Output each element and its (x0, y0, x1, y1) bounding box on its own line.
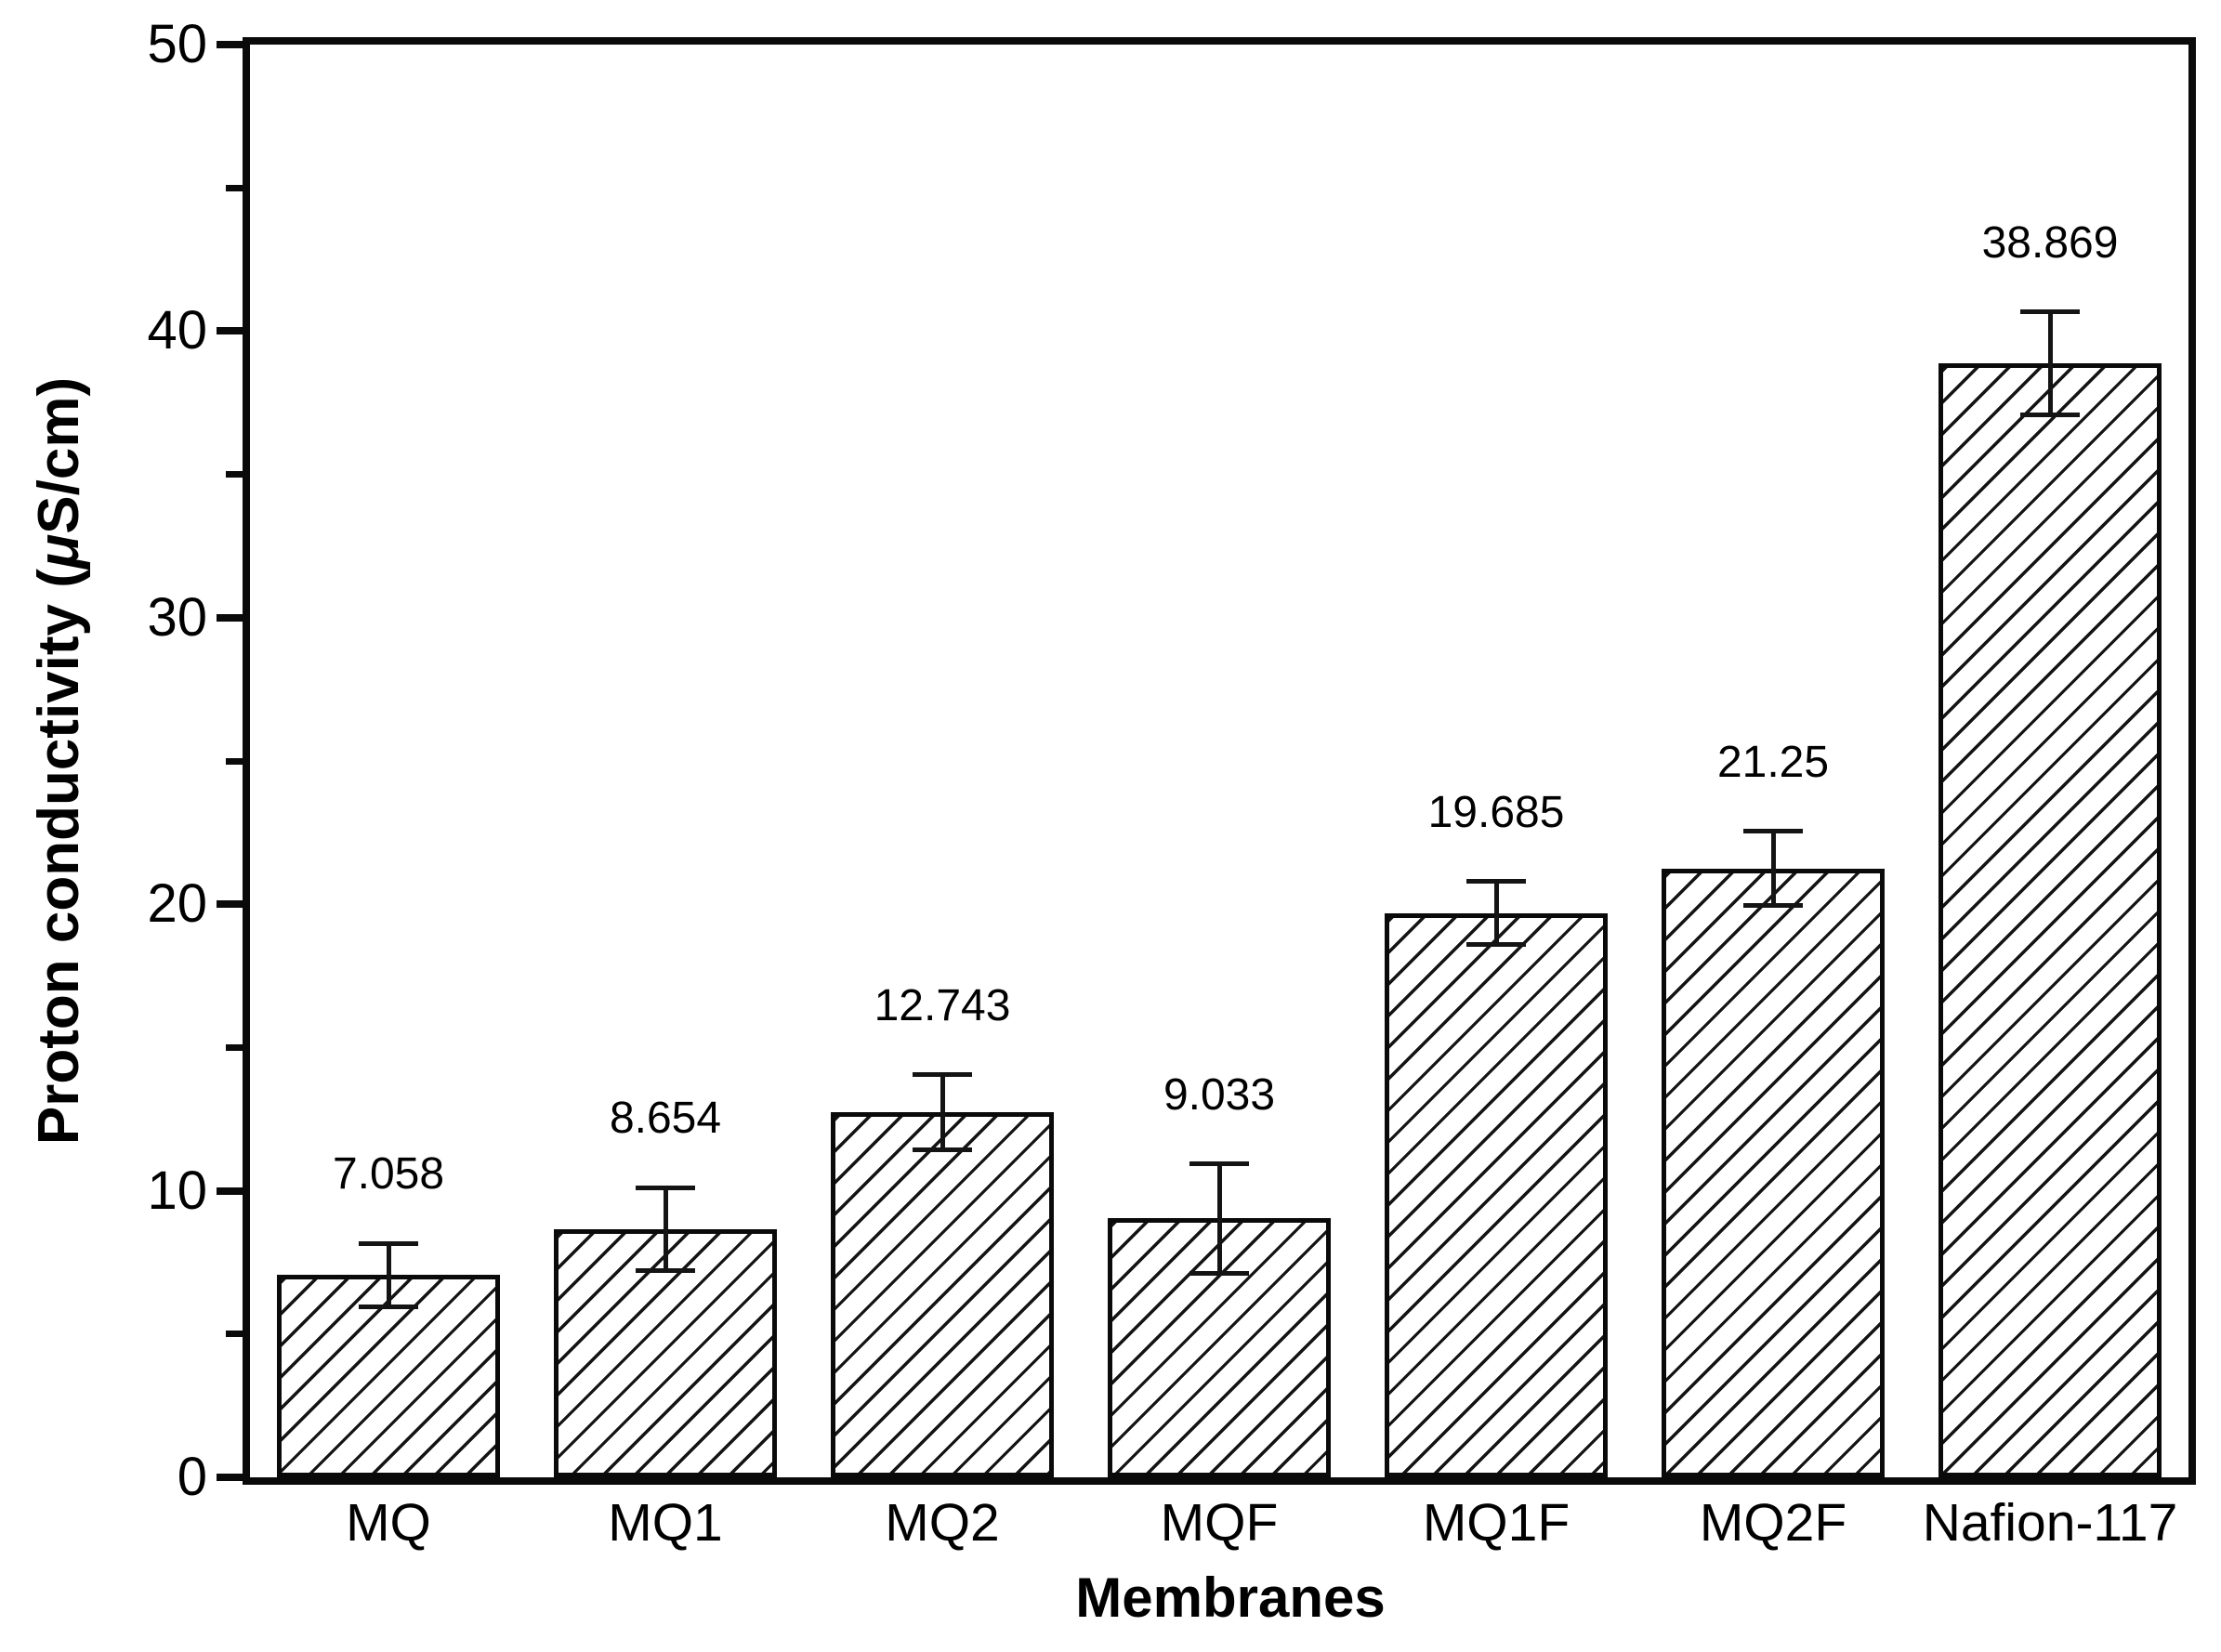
error-bar-cap-top (913, 1072, 972, 1078)
x-category-label: MQ (346, 1493, 431, 1553)
y-minor-tick (226, 1331, 243, 1338)
error-bar-line (386, 1243, 391, 1307)
x-category-label: MQF (1160, 1493, 1279, 1553)
y-major-tick (217, 900, 243, 909)
bar-value-label: 9.033 (1163, 1069, 1276, 1120)
y-tick-label: 0 (177, 1447, 207, 1507)
y-major-tick (217, 613, 243, 622)
plot-area: 0 10 20 30 40 50 7.058 MQ 8.654 MQ1 12.743 MQ2 9.033… (147, 14, 2196, 1553)
bar (831, 1112, 1054, 1477)
bar-value-label: 7.058 (332, 1149, 445, 1200)
error-bar-line (663, 1187, 668, 1271)
bar-value-label: 8.654 (609, 1094, 722, 1144)
y-minor-tick (226, 757, 243, 765)
x-category-label: MQ2 (885, 1493, 1000, 1553)
error-bar-line (1216, 1163, 1222, 1273)
bar-value-label: 19.685 (1427, 787, 1565, 837)
x-category-label: MQ1F (1422, 1493, 1570, 1553)
error-bar-cap-bottom (1466, 942, 1526, 948)
mu-symbol: μ (27, 533, 91, 570)
error-bar-line (940, 1074, 945, 1150)
y-major-tick (217, 327, 243, 335)
y-major-tick (217, 1187, 243, 1195)
error-bar-line (1493, 881, 1499, 945)
bar-value-label: 38.869 (1981, 217, 2119, 268)
error-bar-cap-top (1743, 829, 1803, 834)
bar (1662, 868, 1885, 1477)
error-bar-cap-bottom (359, 1304, 418, 1309)
error-bar-cap-bottom (1743, 903, 1803, 909)
x-axis-title: Membranes (1075, 1567, 1386, 1629)
y-minor-tick (226, 1043, 243, 1051)
y-tick-label: 30 (147, 586, 207, 648)
bar (1385, 912, 1608, 1477)
y-axis-title-suffix: S/cm) (27, 376, 91, 534)
bar (554, 1229, 777, 1477)
y-axis-title: Proton conductivity (μS/cm) (16, 0, 103, 1551)
bar-value-label: 12.743 (874, 980, 1011, 1030)
x-category-label: Nafion-117 (1922, 1493, 2178, 1553)
error-bar-cap-bottom (1189, 1270, 1249, 1276)
y-tick-label: 20 (147, 873, 207, 935)
x-category-label: MQ2F (1699, 1493, 1847, 1553)
error-bar-cap-bottom (636, 1268, 695, 1274)
y-minor-tick (226, 184, 243, 191)
bar-value-label: 21.25 (1716, 737, 1830, 787)
y-major-tick (217, 1474, 243, 1481)
y-major-tick (217, 41, 243, 48)
y-tick-label: 40 (147, 300, 207, 361)
error-bar-cap-bottom (913, 1147, 972, 1152)
error-bar-cap-top (636, 1185, 695, 1190)
y-minor-tick (226, 471, 243, 479)
bar (1938, 363, 2162, 1477)
error-bar-line (2047, 311, 2053, 415)
error-bar-cap-top (1466, 879, 1526, 885)
error-bar-cap-top (1189, 1161, 1249, 1167)
y-tick-label: 10 (147, 1160, 207, 1221)
y-tick-label: 50 (147, 14, 207, 74)
y-axis-title-prefix: Proton conductivity ( (27, 569, 91, 1146)
error-bar-line (1770, 831, 1776, 906)
error-bar-cap-top (2020, 309, 2080, 315)
error-bar-cap-top (359, 1240, 418, 1246)
error-bar-cap-bottom (2020, 413, 2080, 418)
x-category-label: MQ1 (608, 1493, 723, 1553)
